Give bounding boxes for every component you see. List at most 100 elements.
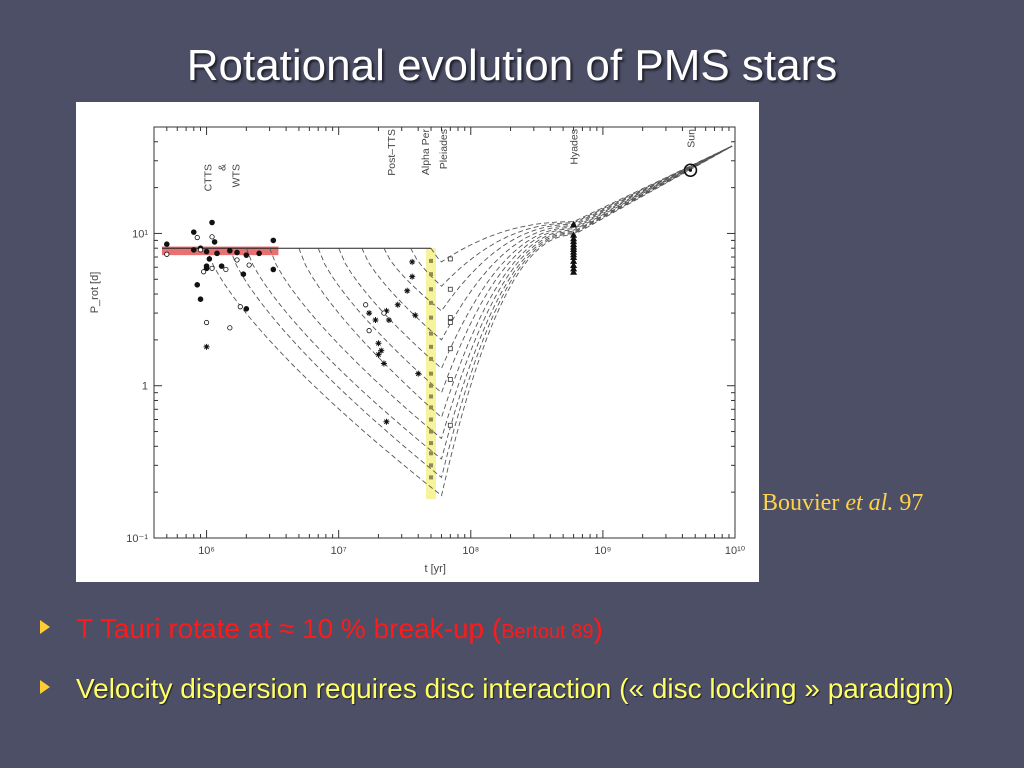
pleiades-point [447,256,453,262]
alpha-per-point [429,315,434,320]
bullet-2-text: Velocity dispersion requires disc intera… [76,673,954,704]
ctts-filled-point [214,250,220,257]
evolution-track [338,145,733,370]
disc-locking-band [162,246,279,256]
ctts-open-point [203,319,210,326]
bullet-1-text: T Tauri rotate at ≈ 10 % break-up (Berto… [76,612,996,649]
x-tick-label: 10⁶ [198,545,215,557]
post-tts-star-point [409,273,416,280]
citation-author: Bouvier [762,490,840,516]
alpha-per-point [429,451,434,456]
post-tts-star-point [380,360,387,367]
x-tick-label: 10¹⁰ [725,545,746,557]
ctts-amp-label: & [216,164,228,171]
sun-symbol [683,163,698,178]
ctts-filled-point [243,252,250,258]
ctts-open-point [246,262,252,268]
ctts-open-point [194,234,200,241]
evolution-track [430,145,733,263]
hyades-point [570,261,578,269]
post-tts-star-point [366,310,373,317]
post-tts-star-point [375,351,382,358]
post-tts-star-point [409,258,416,265]
evolution-track [298,145,733,419]
hyades-point [570,220,578,228]
evolution-track [229,145,733,479]
post-tts-star-point [385,317,392,324]
hyades-point [570,268,578,275]
figure-citation: Bouvier et al. 97 [762,490,923,517]
pleiades-point [447,286,453,292]
post-tts-star-point [383,418,390,425]
ctts-filled-point [203,248,210,255]
ctts-open-point [227,325,233,331]
evolution-track [269,145,733,440]
pleiades-point [447,315,453,321]
alpha-per-point [429,441,434,446]
ctts-open-point [164,251,170,257]
ctts-filled-point [203,265,210,272]
post-tts-star-point [372,317,379,324]
post-tts-star-point [378,347,385,354]
alpha-per-point [429,405,434,410]
pleiades-point [447,320,453,325]
post-tts-star-point [375,340,382,347]
ctts-filled-point [218,263,225,269]
pleiades-point [447,377,453,382]
citation-year: 97 [899,490,924,516]
ctts-open-point [197,247,204,253]
alpha-per-label: Alpha Per [420,129,432,176]
alpha-per-point [429,417,434,422]
ctts-filled-point [240,271,247,277]
ctts-filled-point [211,239,218,245]
ctts-filled-point [243,305,250,312]
y-axis-label: P_rot [d] [89,272,101,314]
ctts-open-point [209,265,215,271]
y-tick-label: 10⁻¹ [126,533,148,545]
alpha-per-point [429,258,434,263]
ctts-star-point [203,343,210,350]
alpha-per-point [429,429,434,434]
ctts-open-point [223,266,229,273]
ctts-filled-point [270,266,277,273]
hyades-point [570,257,578,264]
post-tts-star-point [404,287,411,294]
citation-etal: et al. [845,490,894,516]
post-tts-open-point [366,328,372,334]
ctts-open-point [209,234,215,240]
evolution-track [361,145,733,341]
ctts-filled-point [234,249,240,256]
wts-label: WTS [230,164,242,187]
alpha-per-point [429,383,434,388]
evolution-track [410,145,733,287]
hyades-point [570,253,578,261]
alpha-per-point [429,344,434,349]
post-tts-star-point [383,307,390,314]
rotation-period-chart: 10⁶ 10⁷ 10⁸ 10⁹ 10¹⁰ 10¹ 1 10⁻¹ t [yr] P_rot [d]… [76,102,759,582]
ctts-filled-point [256,250,262,257]
ctts-filled-point [197,296,204,302]
alpha-per-point [429,331,434,336]
ctts-filled-point [190,247,197,253]
pleiades-label: Pleiades [438,129,450,169]
alpha-per-point [429,394,434,399]
post-tts-open-point [381,310,387,316]
slide-title: Rotational evolution of PMS stars [186,41,838,90]
alpha-per-point [429,371,434,376]
alpha-per-point [429,463,434,468]
x-tick-label: 10⁷ [331,545,347,557]
plot-frame [153,126,736,539]
pleiades-point [447,422,453,428]
ctts-filled-point [227,247,233,254]
alpha-per-point [429,300,434,305]
post-tts-star-point [415,370,422,377]
alpha-per-point [429,287,434,292]
bullet-arrow-icon [40,680,50,694]
chart-svg: 10⁶ 10⁷ 10⁸ 10⁹ 10¹⁰ 10¹ 1 10⁻¹ t [yr] P_rot [d]… [89,126,746,575]
hyades-label: Hyades [569,129,581,165]
pleiades-point [447,346,453,352]
y-tick-label: 1 [142,381,148,393]
ctts-open-point [234,257,240,263]
x-tick-label: 10⁸ [462,545,479,557]
bullet-1-ref: Bertout 89 [501,621,594,643]
